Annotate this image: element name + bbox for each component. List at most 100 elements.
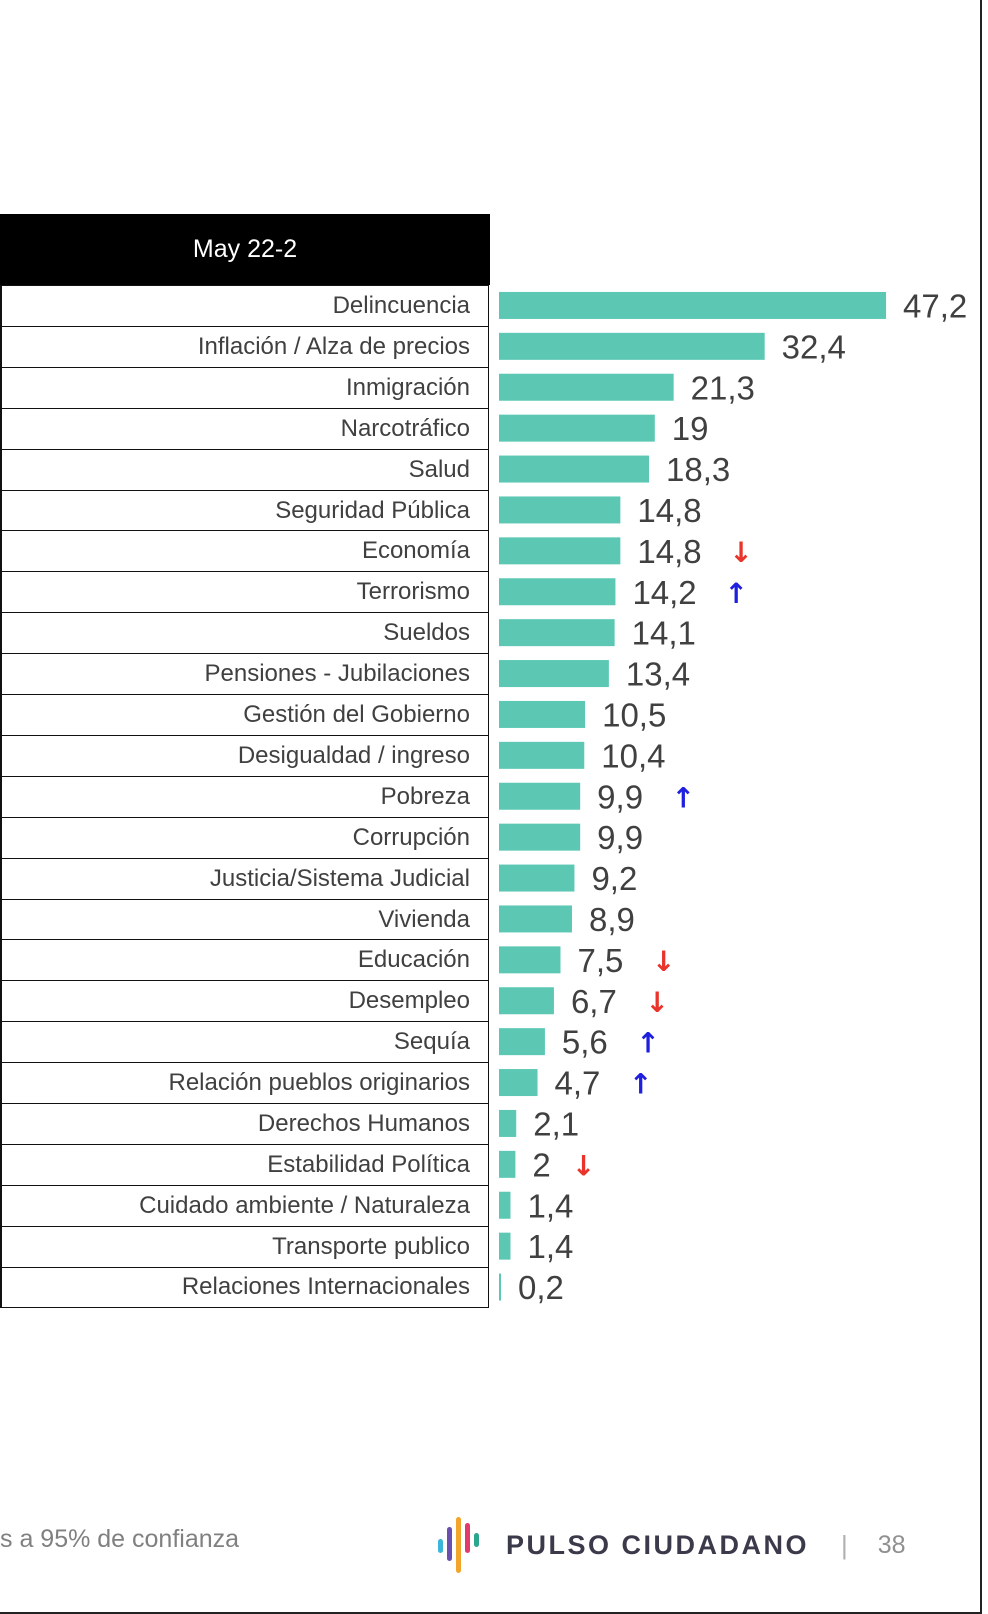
category-row: Pobreza [0,775,489,817]
bar [499,1150,516,1178]
category-row: Pensiones - Jubilaciones [0,653,489,695]
value-label: 7,5 [578,942,624,979]
category-label: Relación pueblos originarios [168,1069,470,1097]
bar [499,905,572,933]
category-row: Relaciones Internacionales [0,1266,489,1308]
category-row: Delincuencia [0,285,489,326]
brand-name: PULSO CIUDADANO [506,1529,810,1560]
category-label: Inflación / Alza de precios [197,332,470,360]
column-header-label: May 22-2 [192,235,298,263]
bar [499,1232,511,1260]
bar [499,332,765,360]
arrow-down-icon: ↓ [572,1149,595,1182]
category-label: Pobreza [380,782,470,810]
value-label: 14,2 [632,574,696,611]
value-label: 14,1 [632,615,696,652]
category-row: Educación [0,939,489,981]
category-row: Gestión del Gobierno [0,694,489,735]
bar [499,987,554,1015]
bar [499,823,581,851]
bar [499,1109,517,1137]
category-label: Sueldos [383,619,470,647]
category-label: Salud [408,455,470,483]
category-row: Narcotráfico [0,407,489,449]
brand-footer: PULSO CIUDADANO | 38 [436,1515,906,1575]
category-row: Transporte publico [0,1225,489,1267]
category-label: Educación [357,946,470,974]
category-label: Derechos Humanos [257,1110,470,1137]
value-label: 14,8 [637,533,701,570]
category-label: Justicia/Sistema Judicial [209,864,470,892]
category-row: Economía [0,530,489,572]
category-row: Cuidado ambiente / Naturaleza [0,1184,489,1226]
category-label: Inmigración [345,373,470,401]
bar [499,496,621,524]
category-label: Economía [361,537,470,565]
bar [499,946,561,974]
category-row: Salud [0,448,489,490]
arrow-up-icon: ↑ [636,1027,659,1060]
value-label: 8,9 [589,901,635,938]
bar [499,1273,501,1301]
value-label: 13,4 [626,656,690,693]
category-row: Sequía [0,1021,489,1063]
bar [499,741,585,769]
bar [499,373,674,401]
category-label: Sequía [393,1028,470,1056]
category-label: Relaciones Internacionales [181,1273,470,1301]
category-row: Desigualdad / ingreso [0,734,489,776]
category-row: Relación pueblos originarios [0,1062,489,1104]
column-header: May 22-2 [0,214,490,285]
category-label: Terrorismo [356,578,470,606]
value-label: 9,9 [597,819,643,856]
arrow-down-icon: ↓ [645,986,668,1019]
category-label: Estabilidad Política [267,1150,470,1178]
category-label: Corrupción [352,823,470,851]
value-label: 21,3 [691,369,755,406]
category-row: Desempleo [0,980,489,1022]
category-row: Derechos Humanos [0,1103,489,1144]
confidence-footnote: s a 95% de confianza [0,1525,240,1553]
value-label: 6,7 [571,983,617,1020]
value-label: 1,4 [527,1187,573,1224]
category-row: Sueldos [0,612,489,654]
value-label: 14,8 [637,492,701,529]
value-label: 18,3 [666,451,730,488]
category-row: Vivienda [0,898,489,940]
category-label: Desigualdad / ingreso [237,741,470,769]
category-label: Transporte publico [272,1232,470,1260]
bar [499,1069,538,1097]
arrow-up-icon: ↑ [629,1068,652,1101]
value-label: 32,4 [782,328,846,365]
category-row: Inflación / Alza de precios [0,325,489,367]
category-label: Narcotráfico [340,414,470,442]
category-row: Corrupción [0,816,489,858]
arrow-up-icon: ↑ [672,781,695,814]
arrow-up-icon: ↑ [724,577,747,610]
value-label: 2,1 [533,1105,579,1142]
value-label: 2 [532,1146,550,1183]
category-label: Pensiones - Jubilaciones [204,660,471,688]
bar [499,291,887,319]
category-label: Vivienda [378,905,470,933]
value-label: 10,5 [602,696,666,733]
category-label: Seguridad Pública [275,496,470,524]
bar [499,700,586,728]
category-label: Cuidado ambiente / Naturaleza [139,1191,470,1219]
value-label: 19 [672,410,709,447]
category-row: Justicia/Sistema Judicial [0,857,489,899]
bar [499,660,609,688]
bar [499,537,621,565]
category-row: Estabilidad Política [0,1143,489,1185]
category-row: Terrorismo [0,571,489,613]
bar [499,455,650,483]
value-label: 10,4 [601,737,665,774]
category-row: Inmigración [0,366,489,408]
value-label: 4,7 [555,1065,601,1102]
category-label: Gestión del Gobierno [243,701,470,728]
bar [499,619,615,647]
bar [499,864,575,892]
value-label: 9,2 [591,860,637,897]
category-label: Delincuencia [332,292,470,319]
bar [499,578,616,606]
